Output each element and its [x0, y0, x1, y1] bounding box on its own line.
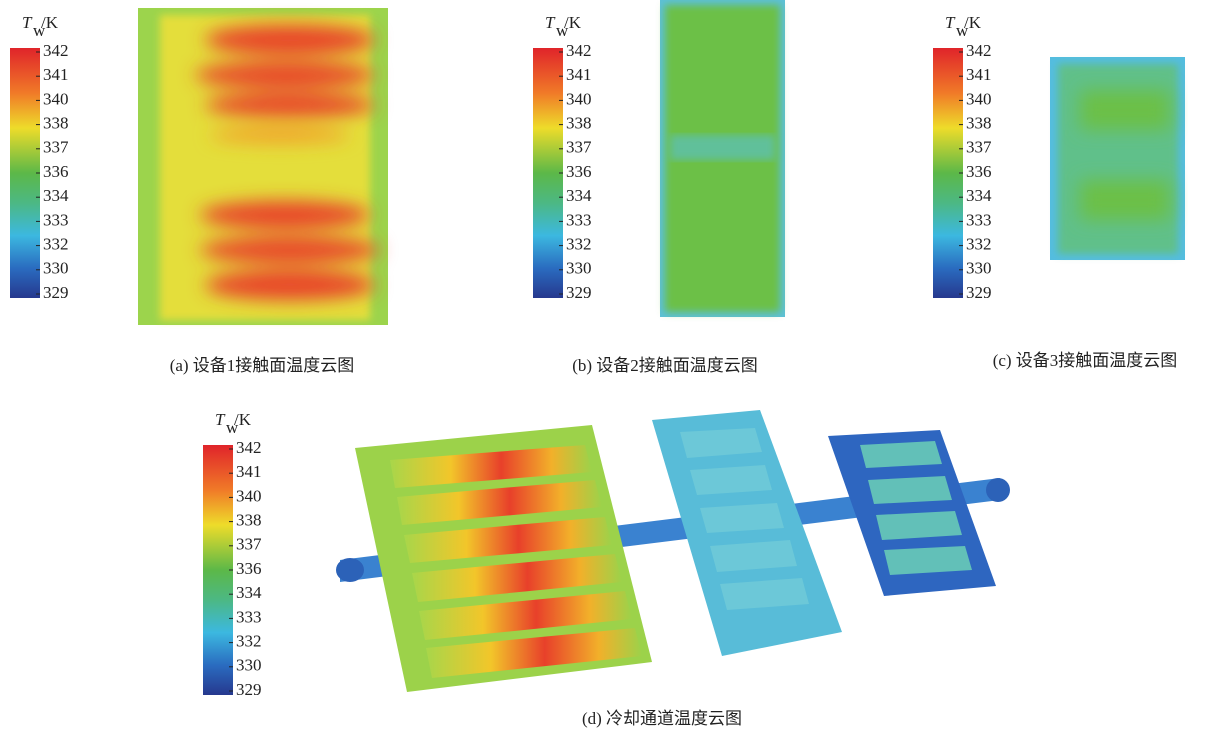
colorbar-tick-label: 333 [236, 607, 262, 626]
colorbar-tick-label: 332 [236, 632, 262, 651]
colorbar-tick-label: 336 [966, 162, 992, 181]
colorbar-tick-label: 330 [966, 259, 992, 278]
colorbar-tick-label: 333 [43, 210, 69, 229]
colorbar-unit: /K [564, 13, 582, 32]
colorbar-tick-label: 334 [966, 186, 992, 205]
colorbar-unit: /K [234, 410, 252, 429]
caption: (b) 设备2接触面温度云图 [572, 356, 758, 375]
caption: (c) 设备3接触面温度云图 [993, 351, 1178, 370]
colorbar-symbol: T [945, 13, 956, 32]
colorbar-tick-label: 334 [43, 186, 69, 205]
colorbar-symbol: T [215, 410, 226, 429]
colorbar-tick-label: 340 [43, 89, 69, 108]
colorbar-tick-label: 338 [566, 114, 592, 133]
colorbar-tick-label: 340 [566, 89, 592, 108]
caption: (d) 冷却通道温度云图 [582, 709, 742, 728]
colorbar-symbol: T [545, 13, 556, 32]
colorbar-tick-label: 340 [966, 89, 992, 108]
colorbar-ramp [203, 445, 233, 695]
colorbar-ramp [10, 48, 40, 298]
colorbar-tick-label: 337 [236, 535, 262, 554]
colorbar-tick-label: 332 [566, 235, 592, 254]
contour-a [138, 8, 388, 325]
colorbar-tick-label: 336 [566, 162, 592, 181]
colorbar-tick-label: 341 [566, 65, 592, 84]
colorbar-tick-label: 337 [43, 138, 69, 157]
colorbar-tick-label: 332 [43, 235, 69, 254]
colorbar-tick-label: 338 [966, 114, 992, 133]
colorbar-tick-label: 334 [566, 186, 592, 205]
colorbar-tick-label: 330 [566, 259, 592, 278]
colorbar-symbol: T [22, 13, 33, 32]
channel-3d [336, 410, 1010, 692]
colorbar-tick-label: 336 [236, 559, 262, 578]
colorbar-tick-label: 341 [236, 462, 262, 481]
colorbar-tick-label: 333 [966, 210, 992, 229]
colorbar-tick-label: 334 [236, 583, 262, 602]
caption: (a) 设备1接触面温度云图 [170, 356, 355, 375]
colorbar-tick-label: 341 [966, 65, 992, 84]
colorbar-tick-label: 341 [43, 65, 69, 84]
colorbar-ramp [533, 48, 563, 298]
colorbar-tick-label: 329 [566, 283, 592, 302]
colorbar-tick-label: 330 [43, 259, 69, 278]
colorbar-unit: /K [41, 13, 59, 32]
colorbar-tick-label: 342 [236, 438, 262, 457]
colorbar-tick-label: 330 [236, 656, 262, 675]
colorbar-unit: /K [964, 13, 982, 32]
figure: Tw/K342341340338337336334333332330329Tw/… [0, 0, 1215, 733]
contour-b [660, 0, 785, 317]
colorbar-tick-label: 329 [236, 680, 262, 699]
colorbar-tick-label: 332 [966, 235, 992, 254]
colorbar-tick-label: 342 [43, 41, 69, 60]
colorbar-tick-label: 342 [966, 41, 992, 60]
colorbar-tick-label: 342 [566, 41, 592, 60]
colorbar-tick-label: 333 [566, 210, 592, 229]
colorbar-tick-label: 337 [566, 138, 592, 157]
colorbar-tick-label: 337 [966, 138, 992, 157]
colorbar-tick-label: 336 [43, 162, 69, 181]
colorbar-tick-label: 338 [43, 114, 69, 133]
colorbar-tick-label: 338 [236, 511, 262, 530]
colorbar-tick-label: 340 [236, 486, 262, 505]
colorbar-ramp [933, 48, 963, 298]
colorbar-tick-label: 329 [43, 283, 69, 302]
contour-c [1050, 57, 1185, 260]
colorbar-tick-label: 329 [966, 283, 992, 302]
